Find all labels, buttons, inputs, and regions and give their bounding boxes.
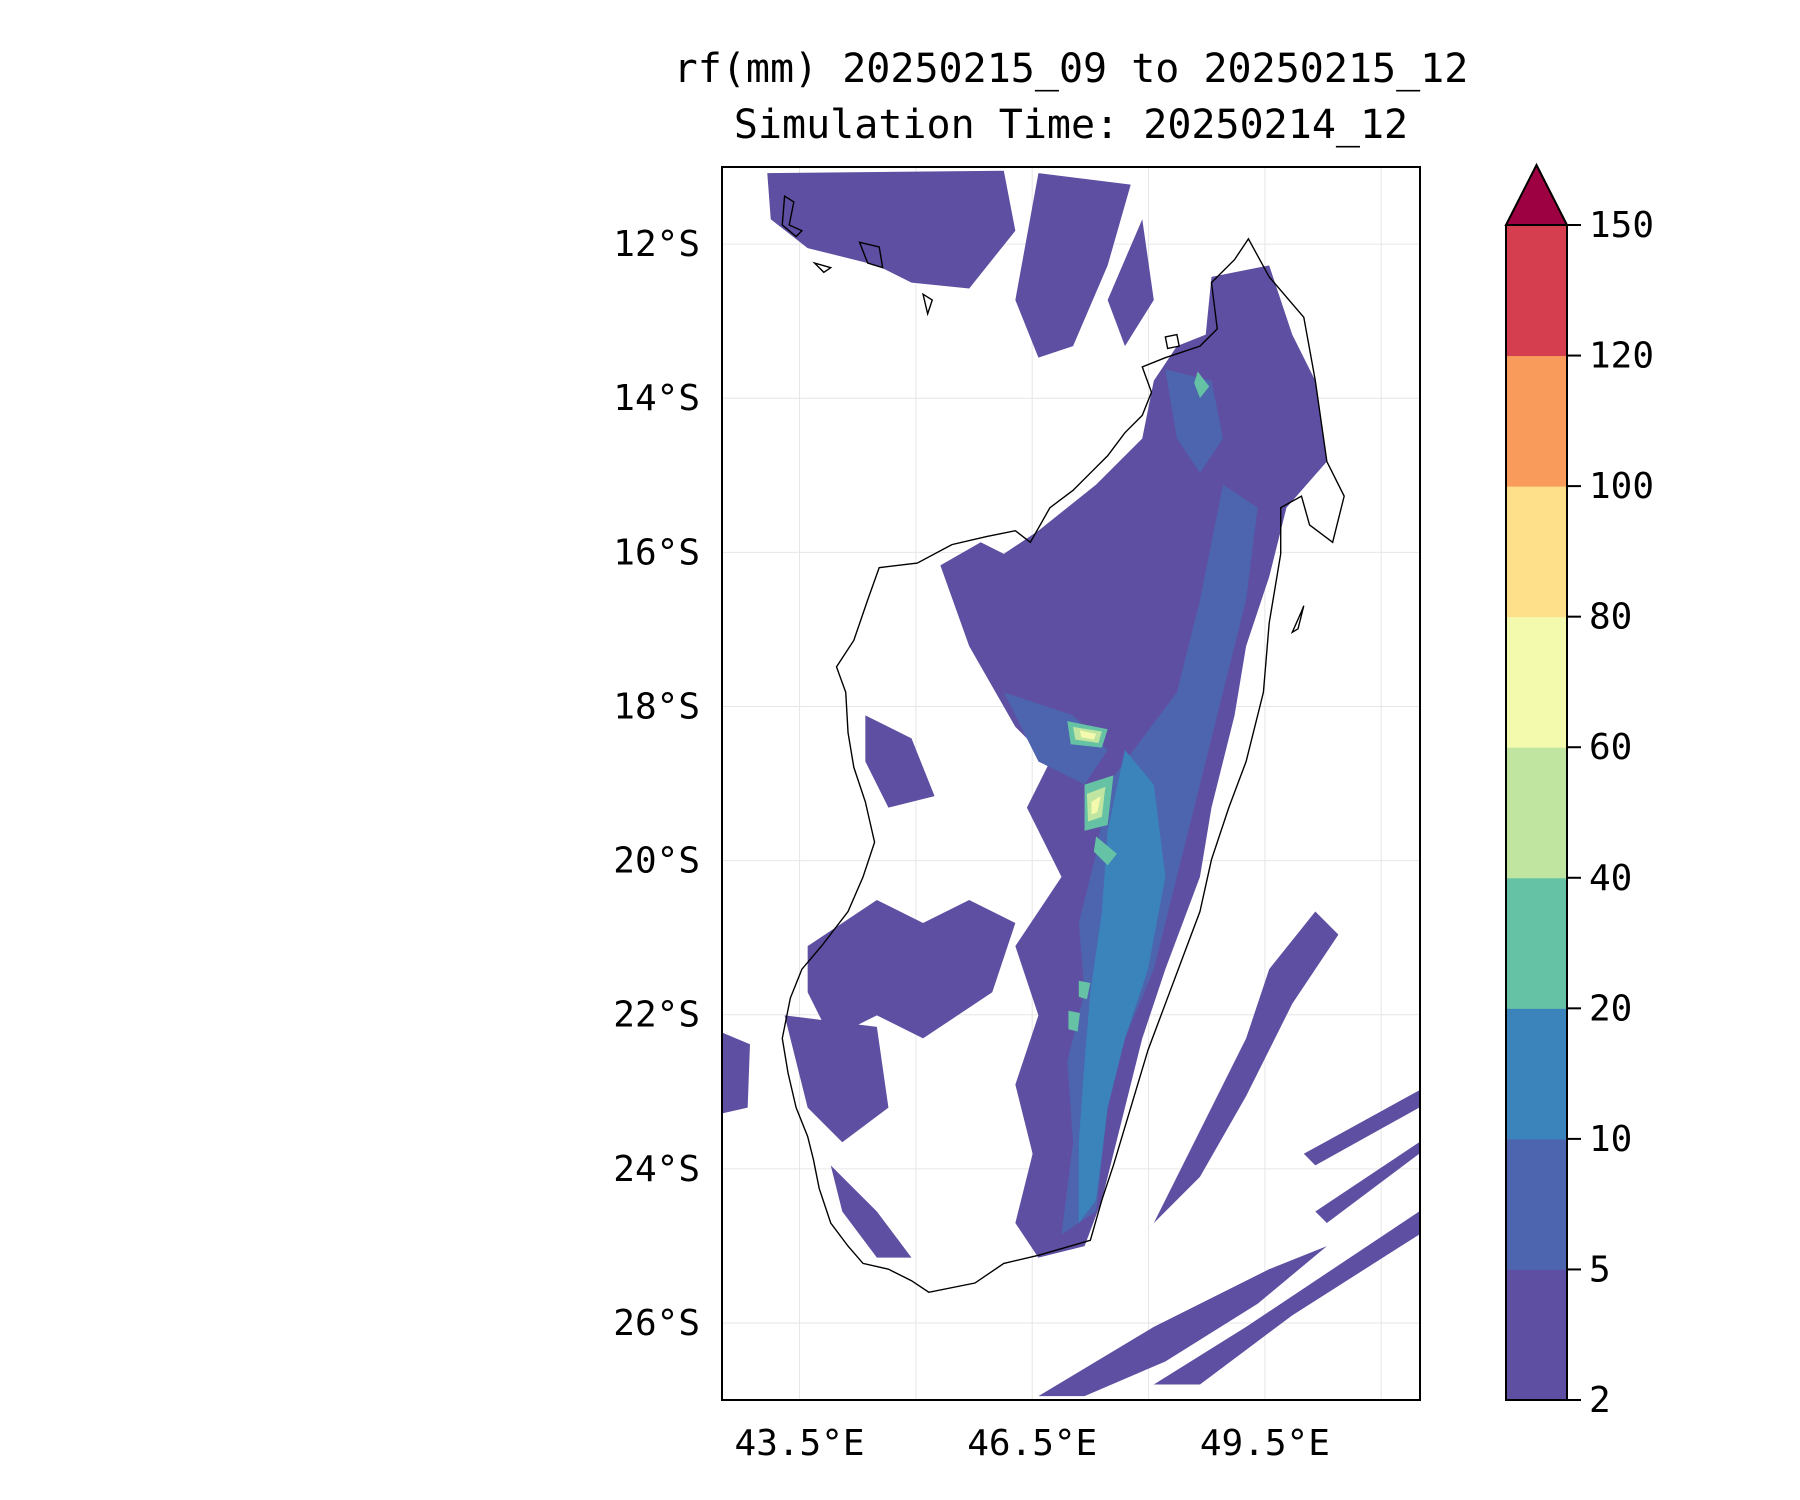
- chart-title: rf(mm) 20250215_09 to 20250215_12: [674, 46, 1469, 92]
- madagascar-coastline: [781, 237, 1345, 1293]
- colorbar-extend-arrow: [1504, 162, 1569, 226]
- colorbar-segment: [1506, 486, 1567, 618]
- y-tick-label: 22°S: [613, 995, 700, 1036]
- colorbar-segment: [1506, 1138, 1567, 1270]
- colorbar-segment: [1506, 616, 1567, 748]
- y-tick-label: 20°S: [613, 841, 700, 882]
- comoros-coast: [781, 194, 934, 317]
- axis-tick-labels: 43.5°E 46.5°E 49.5°E 12°S 14°S 16°S 18°S 20°S 22…: [613, 224, 1330, 1464]
- colorbar-segment: [1506, 1008, 1567, 1140]
- colorbar-segment: [1506, 747, 1567, 879]
- colorbar-tick-label: 60: [1589, 727, 1632, 768]
- ile-sainte-marie: [1290, 605, 1305, 635]
- rain-band-10-20: [1078, 749, 1166, 1224]
- map-area: [722, 170, 1420, 1397]
- colorbar-tick-label: 150: [1589, 205, 1654, 246]
- chart-subtitle: Simulation Time: 20250214_12: [734, 102, 1408, 148]
- colorbar-tick-label: 100: [1589, 466, 1654, 507]
- y-tick-label: 16°S: [613, 532, 700, 573]
- x-tick-label: 43.5°E: [735, 1423, 865, 1464]
- map-frame: [721, 166, 1421, 1401]
- colorbar-tick-label: 80: [1589, 597, 1632, 638]
- y-tick-label: 14°S: [613, 378, 700, 419]
- rain-band-40-60: [1073, 726, 1106, 822]
- colorbar-tick-label: 10: [1589, 1119, 1632, 1160]
- y-tick-label: 26°S: [613, 1303, 700, 1344]
- y-tick-label: 24°S: [613, 1149, 700, 1190]
- colorbar-tick-label: 120: [1589, 336, 1654, 377]
- y-tick-label: 18°S: [613, 686, 700, 727]
- rain-band-2-5: [722, 170, 1420, 1397]
- colorbar-segment: [1506, 877, 1567, 1009]
- colorbar-tick-label: 2: [1589, 1380, 1611, 1421]
- x-tick-label: 49.5°E: [1200, 1423, 1330, 1464]
- nosy-be-island: [1164, 333, 1180, 350]
- colorbar-segment: [1506, 355, 1567, 487]
- y-tick-label: 12°S: [613, 224, 700, 265]
- colorbar-tick-label: 40: [1589, 858, 1632, 899]
- colorbar-frame: [1505, 224, 1568, 1401]
- rainfall-contours: [722, 170, 1420, 1397]
- colorbar: 2 5 10 20 40 60 80 100 120 150: [1504, 162, 1654, 1421]
- colorbar-segment: [1506, 1269, 1567, 1401]
- x-tick-label: 46.5°E: [967, 1423, 1097, 1464]
- colorbar-segment: [1506, 225, 1567, 357]
- colorbar-tick-label: 20: [1589, 988, 1632, 1029]
- colorbar-tick-label: 5: [1589, 1249, 1611, 1290]
